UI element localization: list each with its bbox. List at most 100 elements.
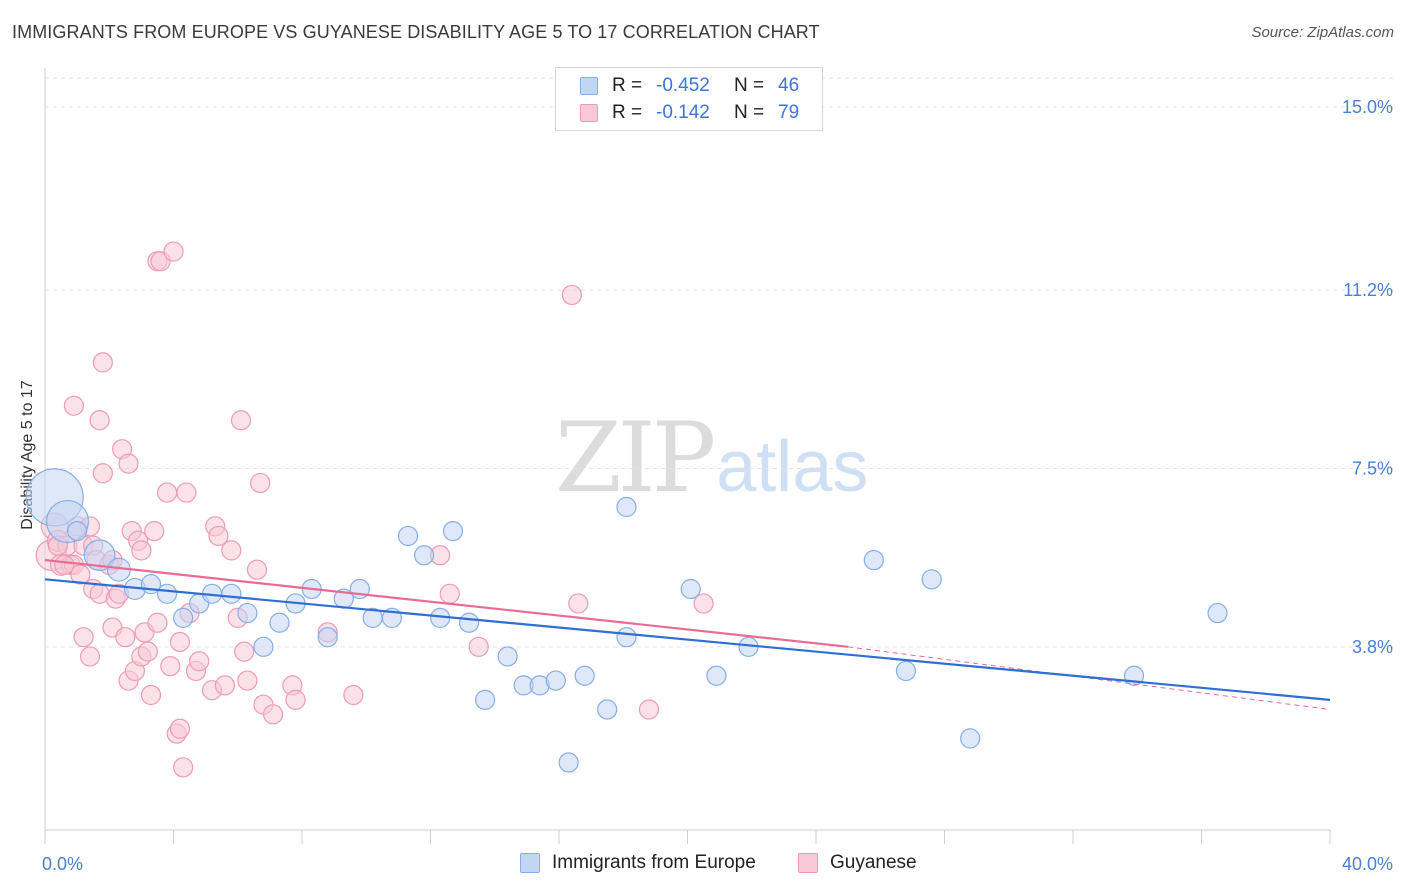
data-point: [237, 602, 258, 624]
data-point: [574, 665, 595, 686]
data-point: [67, 521, 88, 542]
legend-swatch-blue: [520, 853, 540, 873]
data-point: [92, 463, 113, 484]
legend-r-label: R =: [612, 75, 643, 96]
data-point: [439, 583, 460, 604]
legend-r-value: -0.142: [656, 102, 710, 123]
data-point: [475, 689, 496, 710]
trend-line-immigrants-from-europe: [44, 578, 1331, 701]
trend-lines: [44, 558, 1331, 710]
y-tick-label: 15.0%: [1342, 97, 1393, 117]
data-point: [169, 718, 191, 739]
data-point: [285, 689, 306, 710]
data-point: [558, 752, 579, 773]
data-point: [269, 612, 290, 633]
data-point: [63, 395, 85, 416]
data-point: [921, 569, 942, 590]
data-point: [680, 578, 701, 600]
legend-swatch-blue: [580, 77, 598, 95]
data-point: [156, 482, 178, 503]
chart-title: IMMIGRANTS FROM EUROPE VS GUYANESE DISAB…: [12, 22, 820, 42]
data-point: [497, 646, 518, 667]
data-point: [214, 675, 235, 696]
data-point: [131, 540, 152, 561]
legend-n-label: N =: [734, 75, 765, 96]
data-point: [413, 545, 435, 566]
data-point: [568, 593, 589, 614]
legend-n-label: N =: [734, 102, 765, 123]
data-point: [253, 636, 274, 657]
data-point: [960, 728, 981, 749]
legend-n-value: 79: [778, 102, 800, 123]
data-point: [70, 564, 91, 585]
data-point: [156, 583, 178, 604]
series-immigrants-from-europe: [25, 468, 1228, 773]
data-point: [237, 670, 258, 691]
legend-swatch-pink: [798, 853, 818, 873]
data-point: [137, 641, 158, 662]
data-point: [144, 521, 165, 542]
data-point: [397, 525, 419, 547]
data-point: [545, 670, 566, 691]
data-point: [221, 583, 242, 604]
data-point: [693, 593, 714, 614]
data-point: [616, 496, 637, 518]
axes: [44, 68, 1331, 844]
data-point: [706, 665, 727, 686]
data-point: [221, 540, 242, 561]
watermark-zip: ZIP: [555, 402, 716, 514]
data-point: [163, 241, 184, 262]
tick-labels: 3.8% 7.5% 11.2% 15.0% 0.0% 40.0%: [42, 97, 1393, 874]
data-point: [160, 656, 181, 677]
y-tick-label: 7.5%: [1352, 458, 1393, 478]
data-point: [54, 554, 75, 575]
data-point: [118, 453, 139, 474]
series-legend: Immigrants from Europe Guyanese: [0, 852, 1406, 878]
data-point: [458, 612, 480, 633]
data-point: [173, 607, 194, 628]
data-point: [343, 684, 364, 706]
gridlines: [45, 77, 1395, 648]
legend-swatch-pink: [580, 104, 598, 122]
y-tick-label: 3.8%: [1352, 637, 1393, 657]
data-point: [895, 660, 917, 682]
data-point: [89, 410, 110, 431]
data-point: [561, 284, 582, 306]
data-point: [442, 521, 464, 542]
legend-label: Immigrants from Europe: [552, 852, 756, 873]
legend-label: Guyanese: [830, 852, 917, 873]
legend-n-value: 46: [778, 75, 800, 96]
data-point: [147, 612, 168, 633]
legend-r-value: -0.452: [656, 75, 710, 96]
legend-row-guyanese: R = -0.142 N = 79: [580, 101, 799, 125]
y-tick-label: 11.2%: [1343, 280, 1393, 300]
watermark: ZIPatlas: [555, 402, 868, 514]
data-point: [234, 641, 255, 662]
correlation-legend: R = -0.452 N = 46 R = -0.142 N = 79: [555, 67, 823, 131]
data-point: [115, 627, 136, 648]
data-point: [246, 559, 268, 580]
source-credit: Source: ZipAtlas.com: [1251, 24, 1394, 41]
data-point: [230, 410, 252, 431]
x-tick-label: 40.0%: [1342, 854, 1393, 874]
data-point: [79, 646, 101, 667]
data-point: [262, 704, 284, 725]
legend-row-immigrants: R = -0.452 N = 46: [580, 74, 799, 98]
data-point: [173, 757, 194, 778]
data-point: [468, 636, 489, 657]
data-point: [638, 699, 660, 720]
data-point: [250, 472, 271, 494]
data-point: [83, 539, 116, 572]
x-tick-label: 0.0%: [42, 854, 83, 874]
data-point: [863, 549, 884, 571]
legend-item-immigrants-from-europe[interactable]: Immigrants from Europe: [520, 852, 756, 874]
data-point: [317, 627, 338, 648]
data-point: [92, 352, 113, 373]
data-point: [169, 631, 191, 653]
legend-item-guyanese[interactable]: Guyanese: [798, 852, 917, 874]
data-point: [1207, 602, 1228, 624]
trend-line-guyanese: [44, 558, 849, 648]
data-point: [597, 699, 618, 720]
data-point: [176, 482, 197, 503]
